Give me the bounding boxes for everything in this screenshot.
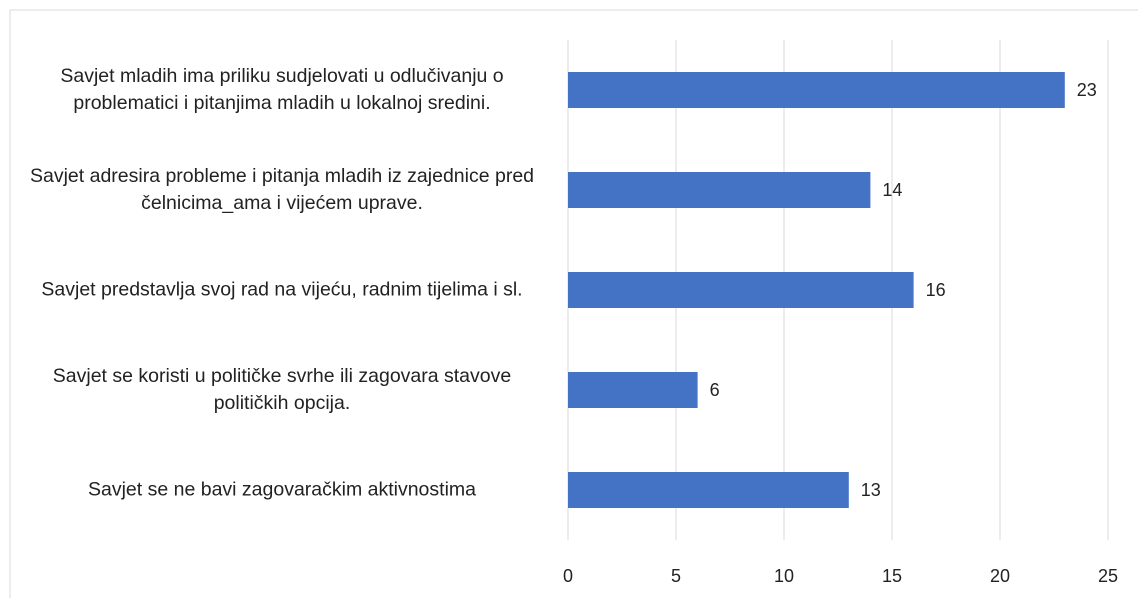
chart-border xyxy=(9,9,1138,598)
x-tick-label: 0 xyxy=(563,566,573,586)
y-tick-label: Savjet predstavlja svoj rad na vijeću, r… xyxy=(41,278,523,301)
bar xyxy=(568,472,849,508)
data-label: 16 xyxy=(926,280,946,300)
y-tick-label: Savjet se ne bavi zagovaračkim aktivnost… xyxy=(87,478,476,501)
x-tick-label: 5 xyxy=(671,566,681,586)
bar xyxy=(568,172,871,208)
data-label: 13 xyxy=(861,480,881,500)
bar xyxy=(568,372,698,408)
data-label: 14 xyxy=(882,180,902,200)
x-tick-label: 25 xyxy=(1098,566,1118,586)
y-tick-label: Savjet mladih ima priliku sudjelovati u … xyxy=(60,65,504,114)
data-label: 23 xyxy=(1077,80,1097,100)
x-tick-label: 10 xyxy=(774,566,794,586)
y-tick-label: Savjet adresira probleme i pitanja mladi… xyxy=(29,165,535,214)
bar xyxy=(568,272,914,308)
bar xyxy=(568,72,1065,108)
x-tick-label: 15 xyxy=(882,566,902,586)
data-label: 6 xyxy=(710,380,720,400)
y-tick-label: Savjet se koristi u političke svrhe ili … xyxy=(52,365,512,414)
x-tick-label: 20 xyxy=(990,566,1010,586)
